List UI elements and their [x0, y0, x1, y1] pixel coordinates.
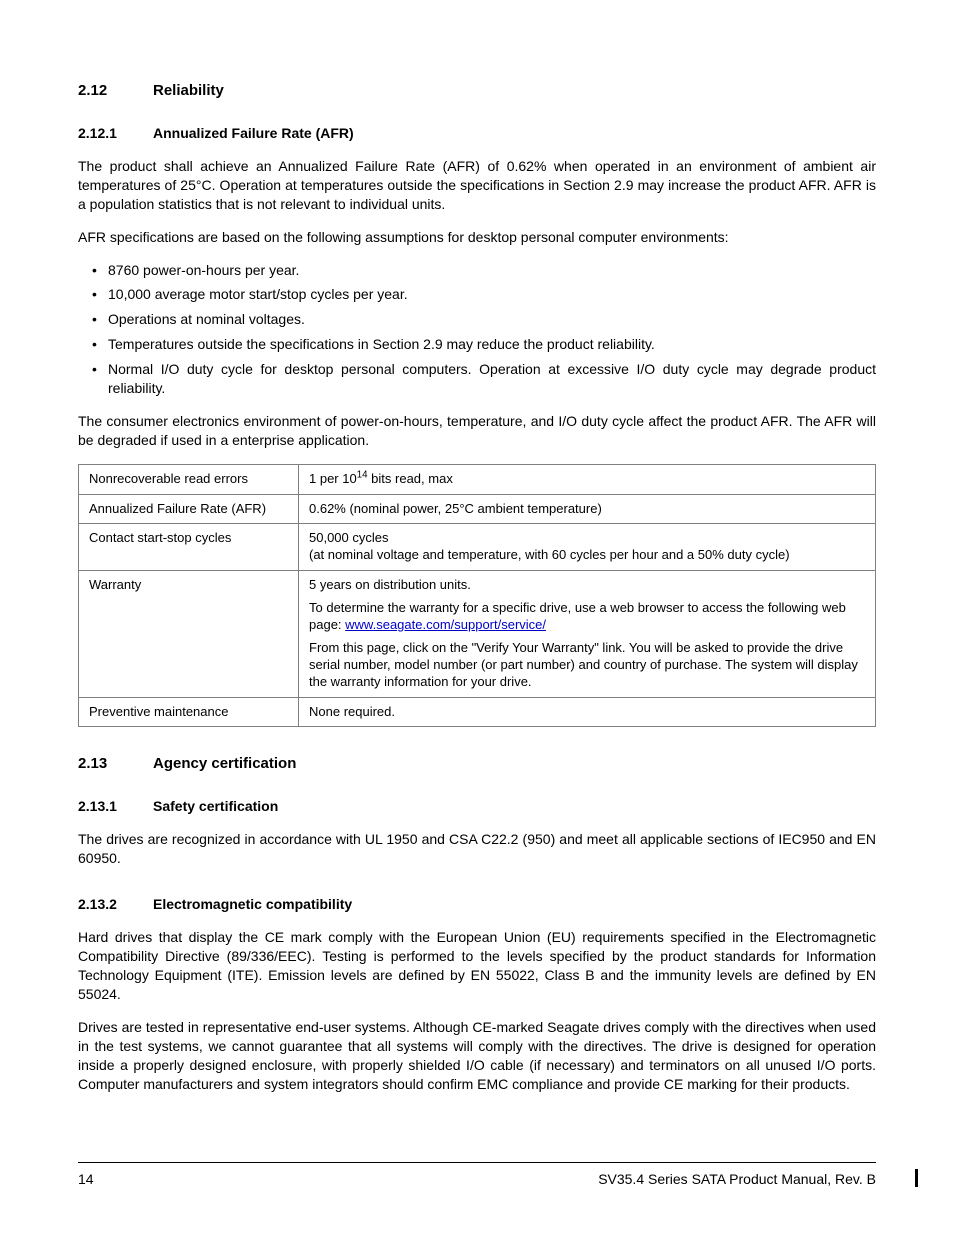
afr-bullet-list: 8760 power-on-hours per year. 10,000 ave…	[92, 261, 876, 398]
subsection-number: 2.12.1	[78, 125, 153, 141]
subsection-number: 2.13.2	[78, 896, 153, 912]
table-row: Preventive maintenance None required.	[79, 697, 876, 727]
table-cell-label: Contact start-stop cycles	[79, 524, 299, 571]
list-item: Operations at nominal voltages.	[92, 310, 876, 329]
table-row: Annualized Failure Rate (AFR) 0.62% (nom…	[79, 494, 876, 524]
subsection-title: Electromagnetic compatibility	[153, 896, 352, 912]
list-item: 10,000 average motor start/stop cycles p…	[92, 285, 876, 304]
revision-bar-icon	[915, 1169, 918, 1187]
section-title: Agency certification	[153, 755, 296, 772]
table-cell-value: 50,000 cycles(at nominal voltage and tem…	[299, 524, 876, 571]
emc-paragraph-1: Hard drives that display the CE mark com…	[78, 928, 876, 1004]
table-row: Contact start-stop cycles 50,000 cycles(…	[79, 524, 876, 571]
subsection-title: Safety certification	[153, 798, 278, 814]
section-2-13-2-heading: 2.13.2Electromagnetic compatibility	[78, 896, 876, 912]
table-cell-label: Warranty	[79, 571, 299, 697]
section-2-12-1-heading: 2.12.1Annualized Failure Rate (AFR)	[78, 125, 876, 141]
section-number: 2.12	[78, 82, 153, 99]
table-cell-value: None required.	[299, 697, 876, 727]
emc-paragraph-2: Drives are tested in representative end-…	[78, 1018, 876, 1094]
section-2-12-heading: 2.12Reliability	[78, 82, 876, 99]
table-cell-value: 0.62% (nominal power, 25°C ambient tempe…	[299, 494, 876, 524]
list-item: Normal I/O duty cycle for desktop person…	[92, 360, 876, 398]
table-cell-value: 5 years on distribution units. To determ…	[299, 571, 876, 697]
section-title: Reliability	[153, 82, 224, 99]
warranty-link[interactable]: www.seagate.com/support/service/	[345, 617, 546, 632]
section-2-13-1-heading: 2.13.1Safety certification	[78, 798, 876, 814]
table-cell-label: Nonrecoverable read errors	[79, 464, 299, 494]
afr-paragraph-3: The consumer electronics environment of …	[78, 412, 876, 450]
table-row: Nonrecoverable read errors 1 per 1014 bi…	[79, 464, 876, 494]
afr-paragraph-2: AFR specifications are based on the foll…	[78, 228, 876, 247]
section-2-13-heading: 2.13Agency certification	[78, 755, 876, 772]
page-footer: 14 SV35.4 Series SATA Product Manual, Re…	[78, 1162, 876, 1187]
page-number: 14	[78, 1171, 94, 1187]
table-cell-value: 1 per 1014 bits read, max	[299, 464, 876, 494]
subsection-title: Annualized Failure Rate (AFR)	[153, 125, 354, 141]
list-item: Temperatures outside the specifications …	[92, 335, 876, 354]
table-row: Warranty 5 years on distribution units. …	[79, 571, 876, 697]
table-cell-label: Preventive maintenance	[79, 697, 299, 727]
list-item: 8760 power-on-hours per year.	[92, 261, 876, 280]
document-title: SV35.4 Series SATA Product Manual, Rev. …	[598, 1171, 876, 1187]
table-cell-label: Annualized Failure Rate (AFR)	[79, 494, 299, 524]
subsection-number: 2.13.1	[78, 798, 153, 814]
reliability-table: Nonrecoverable read errors 1 per 1014 bi…	[78, 464, 876, 728]
safety-paragraph-1: The drives are recognized in accordance …	[78, 830, 876, 868]
section-number: 2.13	[78, 755, 153, 772]
afr-paragraph-1: The product shall achieve an Annualized …	[78, 157, 876, 214]
